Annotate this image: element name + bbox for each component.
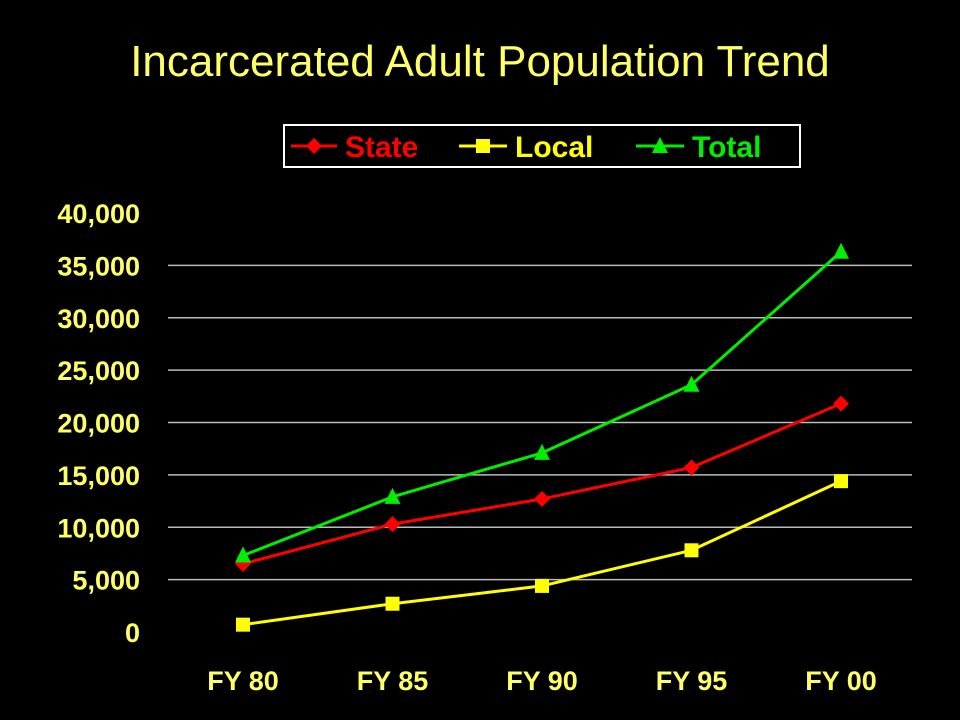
data-point-local bbox=[834, 474, 848, 489]
x-axis-ticks: FY 80 FY 85 FY 90 FY 95 FY 00 bbox=[207, 666, 877, 696]
x-tick-label: FY 90 bbox=[506, 666, 578, 696]
legend-marker-total bbox=[652, 137, 668, 153]
x-tick-label: FY 80 bbox=[207, 666, 279, 696]
legend: State Local Total bbox=[283, 124, 801, 168]
y-tick-label: 5,000 bbox=[72, 566, 140, 596]
legend-label-state: State bbox=[345, 131, 418, 164]
series-line-total bbox=[242, 250, 842, 557]
y-tick-label: 15,000 bbox=[57, 461, 140, 491]
data-point-state bbox=[683, 459, 700, 476]
series-total bbox=[235, 242, 849, 563]
data-point-total bbox=[683, 375, 700, 392]
x-tick-label: FY 95 bbox=[656, 666, 728, 696]
legend-label-local: Local bbox=[515, 131, 593, 164]
data-point-local bbox=[684, 543, 699, 558]
data-point-local bbox=[236, 617, 250, 632]
data-point-total bbox=[534, 443, 550, 460]
data-point-total bbox=[235, 546, 251, 563]
data-point-local bbox=[535, 578, 549, 593]
y-tick-label: 30,000 bbox=[57, 304, 140, 334]
legend-box bbox=[283, 124, 801, 168]
x-tick-label: FY 00 bbox=[805, 666, 877, 696]
legend-label-total: Total bbox=[692, 131, 761, 164]
legend-marker-local bbox=[476, 139, 490, 153]
y-axis-ticks: 0 5,000 10,000 15,000 20,000 25,000 30,000 35,0… bbox=[57, 199, 140, 648]
series-line-state bbox=[242, 402, 842, 566]
y-tick-label: 0 bbox=[125, 618, 140, 648]
y-tick-label: 10,000 bbox=[57, 513, 140, 543]
legend-marker-state bbox=[306, 138, 322, 154]
y-tick-label: 25,000 bbox=[57, 356, 140, 386]
y-tick-label: 40,000 bbox=[57, 199, 140, 229]
series-local bbox=[236, 474, 848, 632]
y-tick-label: 20,000 bbox=[57, 409, 140, 439]
gridlines bbox=[168, 264, 912, 581]
data-point-state bbox=[833, 395, 849, 412]
data-point-state bbox=[534, 490, 550, 507]
data-point-total bbox=[833, 242, 849, 259]
series-group bbox=[235, 242, 849, 632]
data-point-total bbox=[384, 487, 401, 504]
data-point-local bbox=[385, 596, 400, 611]
chart-title: Incarcerated Adult Population Trend bbox=[130, 37, 830, 86]
y-tick-label: 35,000 bbox=[57, 251, 140, 281]
x-tick-label: FY 85 bbox=[357, 666, 429, 696]
data-point-state bbox=[384, 516, 401, 533]
